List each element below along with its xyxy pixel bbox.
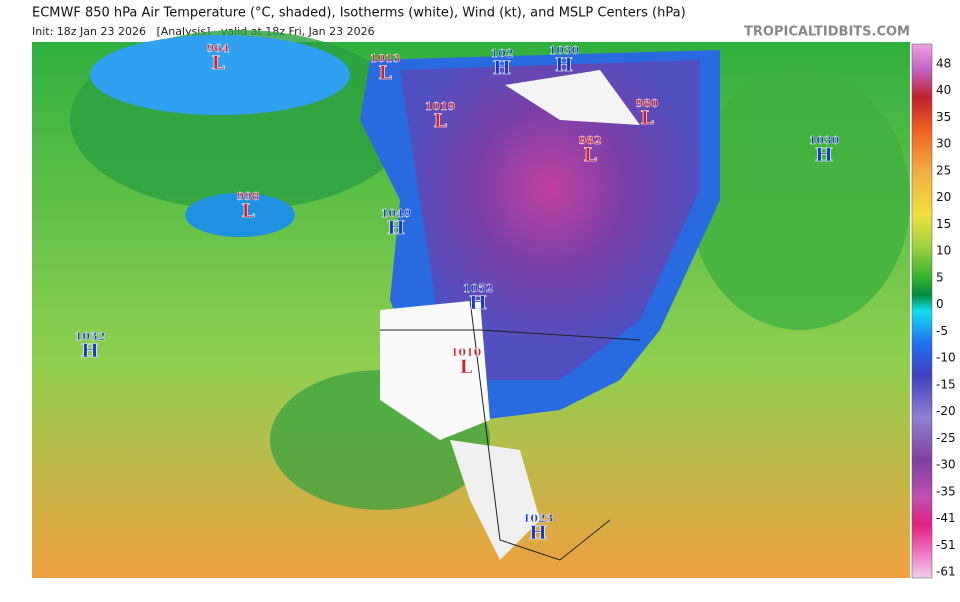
colorbar-label: 20: [936, 190, 951, 204]
pressure-center: L: [433, 110, 446, 132]
pressure-value: 980: [636, 97, 659, 110]
colorbar-label: -15: [936, 377, 956, 391]
pressure-center: L: [640, 107, 653, 129]
colorbar: [911, 43, 933, 579]
pressure-center: L: [583, 144, 596, 166]
colorbar-label: 30: [936, 137, 951, 151]
pressure-value: 1030: [549, 44, 580, 57]
pressure-center: H: [387, 217, 405, 239]
colorbar-label: -5: [936, 324, 948, 338]
pressure-value: 102: [491, 47, 514, 60]
colorbar-label: -61: [936, 565, 956, 579]
pressure-center: H: [555, 54, 573, 76]
pressure-value: 982: [579, 134, 602, 147]
pressure-center: H: [493, 57, 511, 79]
map: [32, 30, 910, 578]
pressure-center: L: [211, 52, 224, 74]
pressure-center: L: [459, 356, 472, 378]
site-name: TROPICALTIDBITS.COM: [744, 25, 910, 40]
colorbar-label: -51: [936, 538, 956, 552]
colorbar-label: -30: [936, 458, 956, 472]
pressure-value: 1052: [463, 282, 494, 295]
pressure-value: 964: [207, 42, 230, 55]
pressure-value: 1013: [370, 52, 401, 65]
colorbar-label: 35: [936, 110, 951, 124]
pressure-value: 1032: [75, 330, 106, 343]
colorbar-label: 25: [936, 163, 951, 177]
colorbar-label: -35: [936, 484, 956, 498]
pressure-center: L: [378, 62, 391, 84]
colorbar-label: -10: [936, 351, 956, 365]
pressure-center: H: [469, 292, 487, 314]
pressure-value: 998: [237, 190, 260, 203]
title: ECMWF 850 hPa Air Temperature (°C, shade…: [32, 6, 686, 21]
colorbar-label: 48: [936, 57, 951, 71]
colorbar-label: 15: [936, 217, 951, 231]
pressure-value: 1010: [451, 346, 482, 359]
colorbar-label: 0: [936, 297, 944, 311]
colorbar-label: 10: [936, 244, 951, 258]
pressure-center: L: [241, 200, 254, 222]
pressure-center: H: [815, 144, 833, 166]
colorbar-label: -25: [936, 431, 956, 445]
colorbar-label: 40: [936, 83, 951, 97]
pressure-value: 1019: [425, 100, 456, 113]
pressure-center: H: [81, 340, 99, 362]
colorbar-label: -41: [936, 511, 956, 525]
colorbar-label: 5: [936, 270, 944, 284]
pressure-value: 1023: [523, 512, 554, 525]
pressure-value: 1030: [809, 134, 840, 147]
colorbar-label: -20: [936, 404, 956, 418]
pressure-value: 1049: [381, 207, 412, 220]
pressure-center: H: [529, 522, 547, 544]
